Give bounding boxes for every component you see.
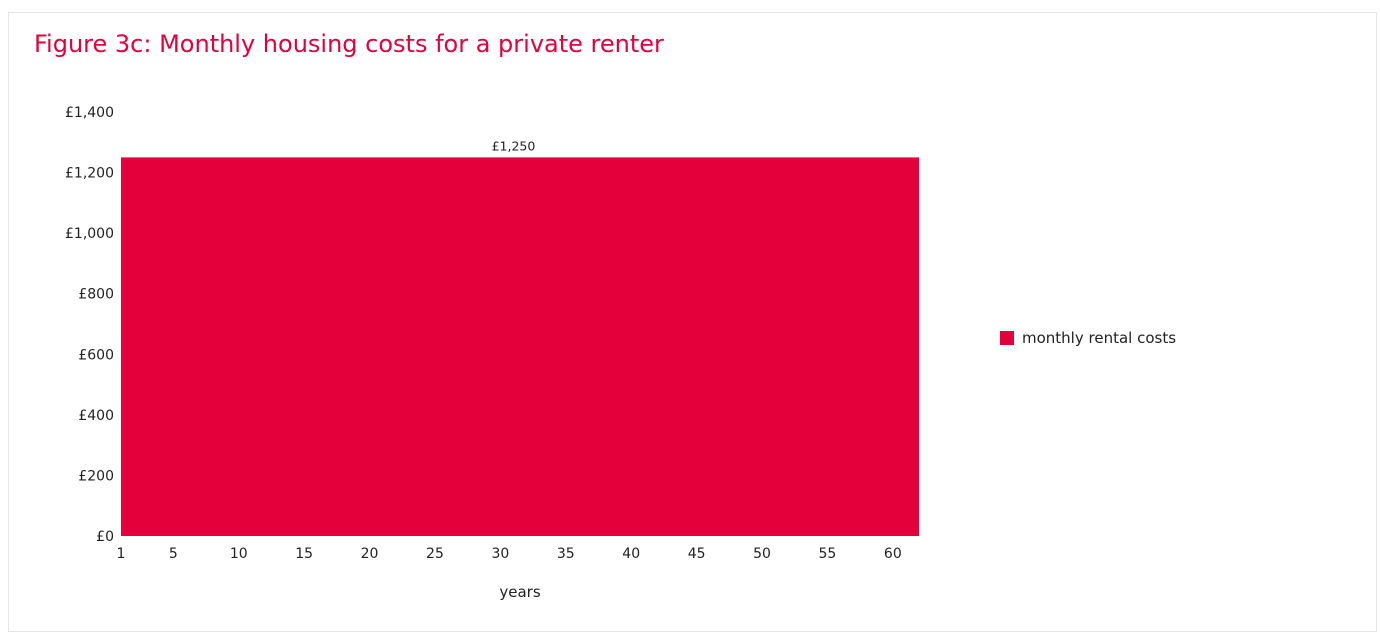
x-tick-label: 60 xyxy=(884,546,902,562)
x-tick-label: 15 xyxy=(295,546,313,562)
legend: monthly rental costs xyxy=(1000,329,1176,347)
x-tick-label: 50 xyxy=(753,546,771,562)
x-tick-label: 1 xyxy=(117,546,126,562)
x-axis-title: years xyxy=(499,583,540,601)
x-tick-label: 55 xyxy=(819,546,837,562)
x-tick-label: 45 xyxy=(688,546,706,562)
y-tick-label: £0 xyxy=(96,529,114,545)
series-layer xyxy=(121,157,919,536)
x-axis-ticks: 1 5 10 15 20 25 30 35 40 45 50 55 60 xyxy=(117,546,902,562)
x-tick-label: 35 xyxy=(557,546,575,562)
annotations: £1,250 xyxy=(492,138,536,153)
x-tick-label: 10 xyxy=(230,546,248,562)
y-tick-label: £1,200 xyxy=(65,166,114,182)
legend-swatch xyxy=(1000,331,1014,345)
x-tick-label: 30 xyxy=(491,546,509,562)
x-tick-label: 20 xyxy=(361,546,379,562)
y-tick-label: £1,000 xyxy=(65,226,114,242)
chart-title: Figure 3c: Monthly housing costs for a p… xyxy=(34,30,664,58)
y-tick-label: £800 xyxy=(78,287,114,303)
y-axis-ticks: £0 £200 £400 £600 £800 £1,000 £1,200 £1,400 xyxy=(65,105,114,545)
y-tick-label: £600 xyxy=(78,347,114,363)
x-tick-label: 5 xyxy=(169,546,178,562)
y-tick-label: £200 xyxy=(78,468,114,484)
legend-label: monthly rental costs xyxy=(1022,329,1177,347)
series-area-0 xyxy=(121,157,919,536)
x-tick-label: 40 xyxy=(622,546,640,562)
data-label: £1,250 xyxy=(492,138,536,153)
y-tick-label: £400 xyxy=(78,408,114,424)
x-tick-label: 25 xyxy=(426,546,444,562)
y-tick-label: £1,400 xyxy=(65,105,114,121)
